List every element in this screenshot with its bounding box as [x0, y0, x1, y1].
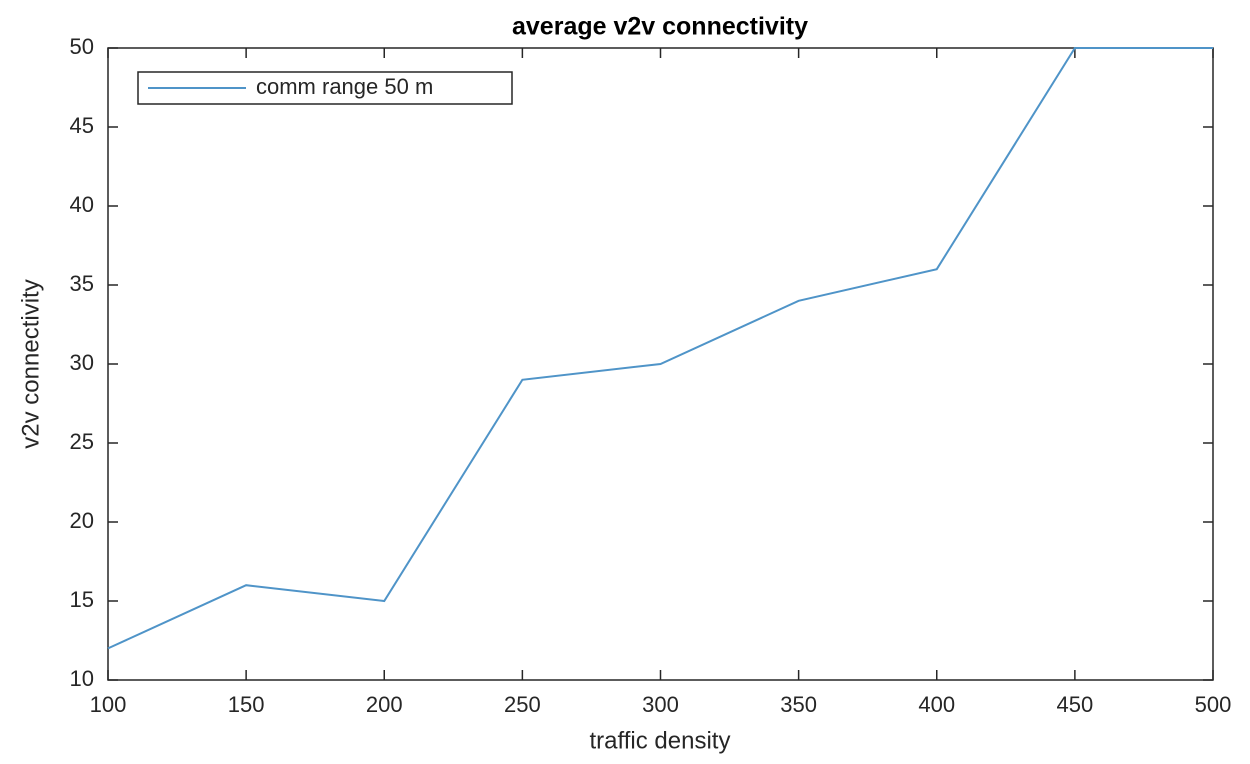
x-axis-label: traffic density — [590, 727, 731, 754]
legend-label: comm range 50 m — [256, 74, 433, 99]
y-tick-label: 15 — [70, 587, 94, 612]
y-tick-label: 45 — [70, 113, 94, 138]
y-tick-label: 25 — [70, 429, 94, 454]
y-tick-label: 10 — [70, 666, 94, 691]
x-tick-label: 100 — [90, 692, 127, 717]
x-tick-label: 300 — [642, 692, 679, 717]
x-tick-label: 150 — [228, 692, 265, 717]
y-tick-label: 50 — [70, 34, 94, 59]
x-tick-label: 350 — [780, 692, 817, 717]
y-tick-label: 35 — [70, 271, 94, 296]
y-axis-label: v2v connectivity — [17, 279, 44, 448]
y-tick-label: 30 — [70, 350, 94, 375]
chart-title: average v2v connectivity — [512, 13, 808, 41]
y-tick-label: 20 — [70, 508, 94, 533]
y-tick-label: 40 — [70, 192, 94, 217]
x-tick-label: 250 — [504, 692, 541, 717]
x-tick-label: 450 — [1057, 692, 1094, 717]
x-tick-label: 200 — [366, 692, 403, 717]
x-tick-label: 400 — [918, 692, 955, 717]
data-line — [107, 47, 1213, 650]
x-tick-label: 500 — [1195, 692, 1232, 717]
